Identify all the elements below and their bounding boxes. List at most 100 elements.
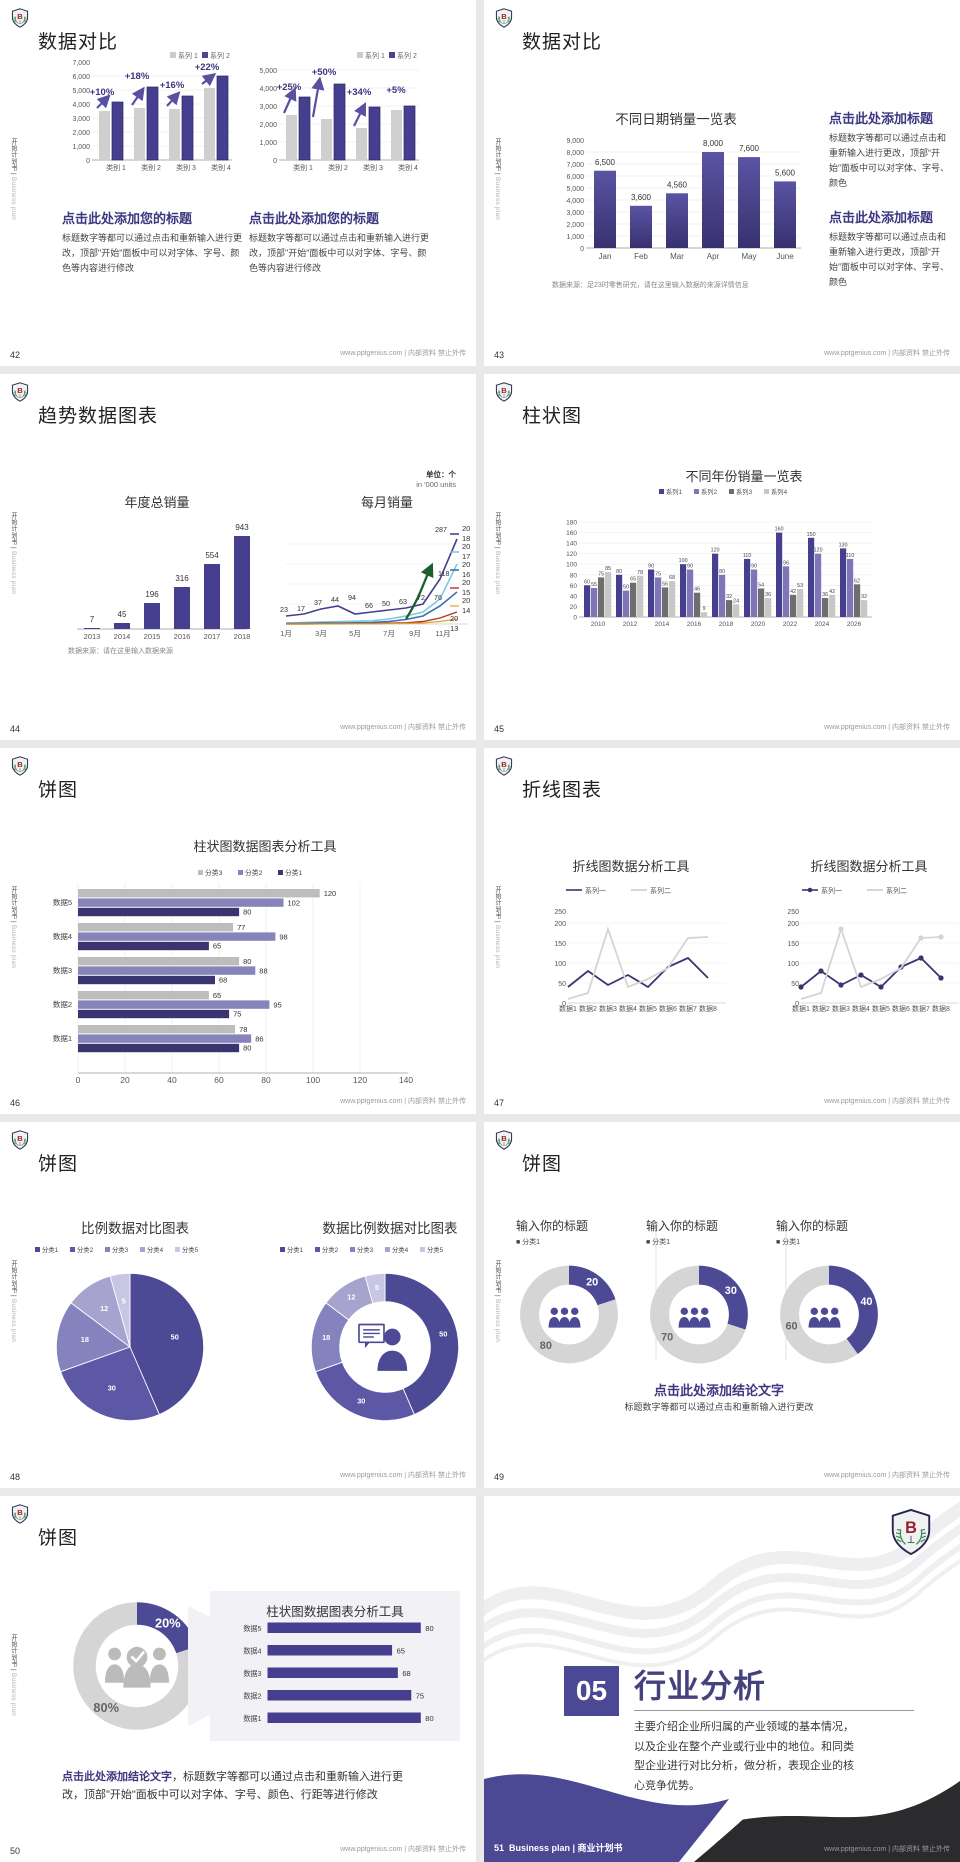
svg-text:200: 200 <box>554 921 566 928</box>
svg-text:60: 60 <box>214 1075 224 1085</box>
svg-text:36: 36 <box>822 592 828 598</box>
svg-text:系列一: 系列一 <box>821 886 842 895</box>
svg-text:160: 160 <box>566 530 577 537</box>
svg-text:30: 30 <box>108 1384 116 1393</box>
svg-text:75: 75 <box>233 1010 241 1019</box>
svg-text:554: 554 <box>205 551 219 560</box>
svg-text:分类3: 分类3 <box>357 1245 374 1254</box>
svg-text:65: 65 <box>213 991 221 1000</box>
svg-text:+16%: +16% <box>160 80 185 91</box>
svg-text:24: 24 <box>733 598 739 604</box>
svg-text:5,000: 5,000 <box>566 186 584 193</box>
svg-text:30: 30 <box>725 1285 737 1297</box>
svg-text:90: 90 <box>687 564 693 570</box>
svg-text:数据8: 数据8 <box>699 1004 717 1013</box>
svg-text:54: 54 <box>758 583 764 589</box>
svg-text:2018: 2018 <box>234 632 251 641</box>
svg-text:7,000: 7,000 <box>72 60 90 67</box>
svg-text:20: 20 <box>586 1277 598 1289</box>
svg-text:4,560: 4,560 <box>667 181 688 190</box>
svg-text:分类5: 分类5 <box>427 1245 444 1254</box>
svg-text:数据3: 数据3 <box>832 1004 850 1013</box>
svg-text:系列一: 系列一 <box>585 886 606 895</box>
svg-text:B: B <box>501 386 507 395</box>
svg-text:+50%: +50% <box>312 67 337 78</box>
svg-text:46: 46 <box>694 587 700 593</box>
svg-text:分类3: 分类3 <box>205 868 223 877</box>
svg-text:2012: 2012 <box>623 621 638 628</box>
svg-text:类别 4: 类别 4 <box>211 163 231 172</box>
svg-text:120: 120 <box>353 1075 367 1085</box>
svg-text:76: 76 <box>434 593 442 602</box>
svg-text:110: 110 <box>743 553 751 559</box>
svg-text:60: 60 <box>785 1321 797 1333</box>
svg-text:4,000: 4,000 <box>259 86 277 93</box>
svg-text:0: 0 <box>76 1075 81 1085</box>
svg-text:96: 96 <box>783 560 789 566</box>
svg-text:1,000: 1,000 <box>566 234 584 241</box>
svg-text:44: 44 <box>331 595 339 604</box>
svg-text:0: 0 <box>580 246 584 253</box>
svg-text:2014: 2014 <box>114 632 131 641</box>
svg-text:118: 118 <box>438 569 449 578</box>
svg-text:65: 65 <box>213 942 221 951</box>
svg-text:20: 20 <box>462 578 470 587</box>
svg-text:类别 3: 类别 3 <box>363 163 383 172</box>
svg-text:102: 102 <box>288 898 301 907</box>
svg-text:100: 100 <box>787 961 799 968</box>
svg-text:68: 68 <box>669 575 675 581</box>
svg-text:系列 1: 系列 1 <box>365 51 385 60</box>
svg-text:100: 100 <box>566 562 577 569</box>
svg-text:2026: 2026 <box>847 621 862 628</box>
svg-text:7,600: 7,600 <box>739 144 760 153</box>
svg-text:B: B <box>501 12 507 21</box>
svg-text:95: 95 <box>273 1000 281 1009</box>
svg-text:287: 287 <box>435 525 447 534</box>
svg-text:系列 1: 系列 1 <box>178 51 198 60</box>
svg-text:12: 12 <box>100 1304 108 1313</box>
svg-text:37: 37 <box>314 598 322 607</box>
svg-text:0: 0 <box>86 158 90 165</box>
svg-text:50: 50 <box>558 981 566 988</box>
svg-text:94: 94 <box>348 593 356 602</box>
svg-text:80: 80 <box>719 569 725 575</box>
svg-text:数据5: 数据5 <box>53 897 72 907</box>
svg-text:B: B <box>501 760 507 769</box>
svg-text:2,000: 2,000 <box>72 130 90 137</box>
svg-text:数据2: 数据2 <box>53 999 72 1009</box>
svg-text:140: 140 <box>399 1075 413 1085</box>
svg-text:943: 943 <box>235 523 249 532</box>
svg-text:数据6: 数据6 <box>659 1004 677 1013</box>
svg-text:20: 20 <box>570 604 578 611</box>
svg-text:8,000: 8,000 <box>566 150 584 157</box>
svg-text:100: 100 <box>554 961 566 968</box>
svg-text:72: 72 <box>417 593 425 602</box>
svg-text:数据5: 数据5 <box>243 1624 261 1633</box>
svg-text:23: 23 <box>280 605 288 614</box>
svg-text:+5%: +5% <box>386 85 406 96</box>
svg-text:60: 60 <box>584 579 590 585</box>
svg-text:5: 5 <box>122 1296 126 1305</box>
svg-text:5,600: 5,600 <box>775 169 796 178</box>
svg-text:30: 30 <box>357 1396 365 1405</box>
svg-text:3,000: 3,000 <box>259 104 277 111</box>
svg-text:分类4: 分类4 <box>392 1245 409 1254</box>
svg-text:数据4: 数据4 <box>243 1646 261 1655</box>
svg-text:80: 80 <box>243 957 251 966</box>
svg-text:类别 3: 类别 3 <box>176 163 196 172</box>
svg-text:数据5: 数据5 <box>872 1004 890 1013</box>
svg-text:+22%: +22% <box>195 62 220 73</box>
svg-text:50: 50 <box>171 1332 179 1341</box>
svg-text:32: 32 <box>726 594 732 600</box>
svg-text:55: 55 <box>591 582 597 588</box>
svg-text:数据4: 数据4 <box>619 1004 637 1013</box>
svg-text:140: 140 <box>566 541 577 548</box>
svg-text:5,000: 5,000 <box>259 68 277 75</box>
svg-text:6,500: 6,500 <box>595 158 616 167</box>
svg-text:1,000: 1,000 <box>72 144 90 151</box>
svg-text:分类5: 分类5 <box>182 1245 199 1254</box>
svg-text:7月: 7月 <box>383 629 395 638</box>
svg-text:75: 75 <box>598 571 604 577</box>
svg-text:系列1: 系列1 <box>666 487 683 496</box>
svg-text:80: 80 <box>261 1075 271 1085</box>
